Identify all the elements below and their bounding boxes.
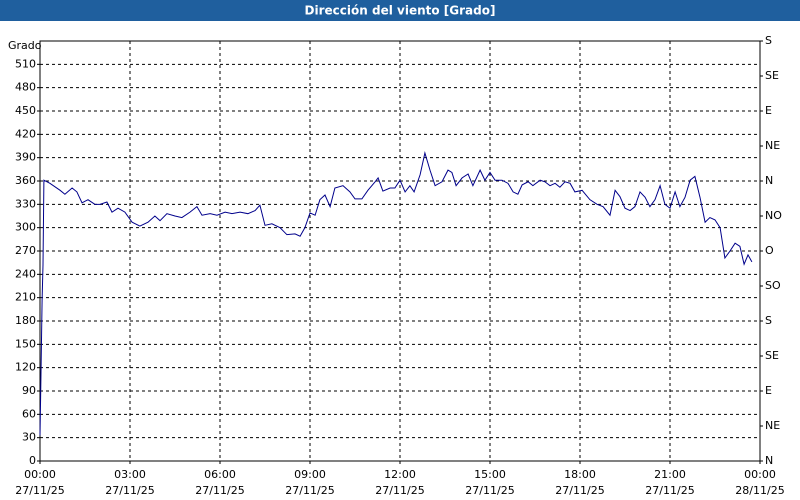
y-tick-label: 270 (15, 244, 36, 257)
y-tick-label: 450 (15, 104, 36, 117)
y2-tick-label: S (765, 314, 772, 327)
y-tick-label: 0 (29, 454, 36, 467)
x-tick-date: 27/11/25 (15, 484, 64, 497)
y-tick-label: 420 (15, 127, 36, 140)
y-tick-label: 60 (22, 407, 36, 420)
y2-tick-label: NO (765, 209, 782, 222)
y-axis-label: Grado (8, 39, 42, 52)
x-tick-label: 15:00 (474, 468, 506, 481)
x-tick-label: 09:00 (294, 468, 326, 481)
y2-tick-label: E (765, 384, 772, 397)
y-tick-label: 390 (15, 151, 36, 164)
y2-tick-label: O (765, 244, 774, 257)
x-tick-label: 21:00 (654, 468, 686, 481)
y-tick-label: 240 (15, 267, 36, 280)
y2-tick-label: SE (765, 69, 779, 82)
x-tick-date: 27/11/25 (375, 484, 424, 497)
y-tick-label: 510 (15, 57, 36, 70)
x-tick-date: 27/11/25 (555, 484, 604, 497)
data-line (39, 151, 753, 436)
x-tick-date: 27/11/25 (285, 484, 334, 497)
y-tick-label: 90 (22, 384, 36, 397)
y-tick-label: 480 (15, 81, 36, 94)
y-tick-label: 150 (15, 337, 36, 350)
x-tick-date: 27/11/25 (465, 484, 514, 497)
y2-tick-label: E (765, 104, 772, 117)
y2-tick-label: N (765, 454, 773, 467)
y2-tick-label: SE (765, 349, 779, 362)
x-tick-label: 06:00 (204, 468, 236, 481)
y-tick-label: 30 (22, 431, 36, 444)
x-tick-date: 27/11/25 (105, 484, 154, 497)
y2-tick-label: S (765, 34, 772, 47)
x-tick-label: 00:00 (24, 468, 56, 481)
chart-title: Dirección del viento [Grado] (305, 4, 496, 18)
y-tick-label: 180 (15, 314, 36, 327)
y-tick-label: 300 (15, 221, 36, 234)
y2-tick-label: SO (765, 279, 781, 292)
y-tick-label: 120 (15, 361, 36, 374)
x-tick-label: 03:00 (114, 468, 146, 481)
x-tick-label: 18:00 (564, 468, 596, 481)
y2-tick-label: NE (765, 419, 780, 432)
x-tick-label: 12:00 (384, 468, 416, 481)
y2-tick-label: N (765, 174, 773, 187)
x-tick-date: 27/11/25 (645, 484, 694, 497)
title-bar (0, 0, 800, 21)
x-tick-date: 28/11/25 (735, 484, 784, 497)
x-tick-label: 00:00 (744, 468, 776, 481)
y2-tick-label: NE (765, 139, 780, 152)
y-tick-label: 360 (15, 174, 36, 187)
x-tick-date: 27/11/25 (195, 484, 244, 497)
y-tick-label: 330 (15, 197, 36, 210)
y-tick-label: 210 (15, 291, 36, 304)
